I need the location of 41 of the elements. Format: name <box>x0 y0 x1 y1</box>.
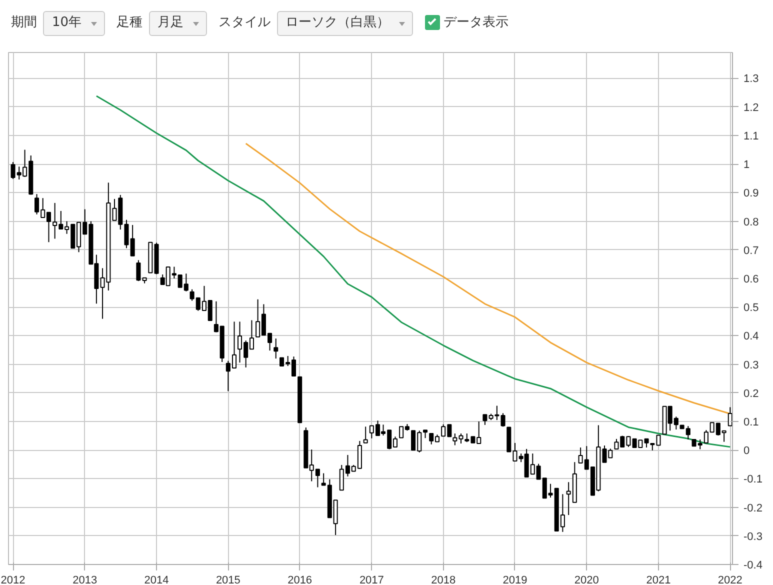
y-tick-label: -0.4 <box>744 560 762 572</box>
x-tick-label: 2013 <box>72 574 98 585</box>
x-tick-label: 2012 <box>0 574 26 585</box>
y-tick-label: -0.1 <box>744 474 762 486</box>
y-tick-label: 0.5 <box>744 302 759 314</box>
x-tick-label: 2018 <box>431 574 456 585</box>
y-tick-label: 1.3 <box>744 73 759 86</box>
y-tick-label: 1.1 <box>744 130 759 142</box>
x-tick-label: 2014 <box>144 574 169 585</box>
y-tick-label: 0.6 <box>744 273 759 286</box>
x-tick-label: 2015 <box>216 574 240 585</box>
candlestick <box>482 414 488 426</box>
x-tick-label: 2021 <box>646 574 671 585</box>
y-tick-label: 0.1 <box>744 416 759 428</box>
x-tick-label: 2017 <box>359 574 384 585</box>
y-tick-label: 0.3 <box>744 359 759 372</box>
y-tick-label: 0.8 <box>744 216 759 228</box>
y-tick-label: 1.2 <box>744 102 759 114</box>
x-tick-label: 2022 <box>718 574 742 585</box>
text: データ表示 <box>444 15 509 30</box>
text: 月足 <box>148 11 207 36</box>
text: 足種 <box>116 15 143 30</box>
y-tick-label: -0.3 <box>744 530 762 543</box>
candlestick <box>136 260 141 282</box>
line-series <box>96 95 731 448</box>
x-tick-label: 2019 <box>502 574 528 585</box>
x-tick-label: 2016 <box>288 574 312 585</box>
text: ローソク（白黒） <box>276 11 413 36</box>
text: 10年 <box>43 11 105 36</box>
y-tick-label: -0.2 <box>744 502 762 514</box>
x-tick-label: 2020 <box>574 574 599 585</box>
candlestick <box>363 426 368 444</box>
y-tick-label: 0.7 <box>744 244 759 257</box>
candlestick <box>274 338 278 360</box>
y-tick-label: 0.4 <box>744 330 759 343</box>
text: 期間 <box>11 15 37 30</box>
y-tick-label: 0.2 <box>744 388 759 400</box>
text: スタイル <box>218 15 271 30</box>
y-tick-label: 0 <box>744 445 750 458</box>
y-tick-label: 1 <box>744 159 750 172</box>
y-tick-label: 0.9 <box>744 188 759 200</box>
